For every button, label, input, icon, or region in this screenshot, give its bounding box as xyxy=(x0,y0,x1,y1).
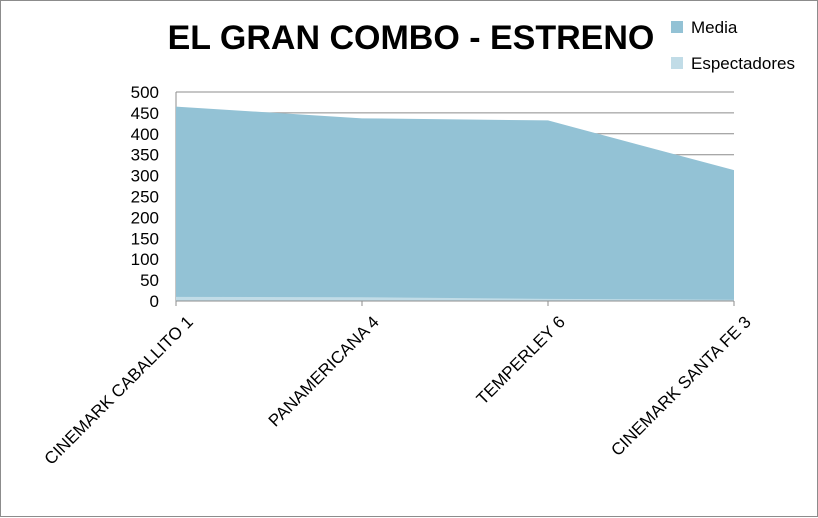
y-tick-label: 350 xyxy=(131,146,159,165)
y-tick-label: 450 xyxy=(131,104,159,123)
y-tick-label: 250 xyxy=(131,188,159,207)
y-tick-label: 150 xyxy=(131,229,159,248)
x-category-label: CINEMARK SANTA FE 3 xyxy=(607,312,754,459)
legend-label: Espectadores xyxy=(691,54,795,73)
y-tick-label: 400 xyxy=(131,125,159,144)
y-tick-label: 200 xyxy=(131,208,159,227)
y-tick-label: 100 xyxy=(131,250,159,269)
y-tick-label: 50 xyxy=(140,271,159,290)
legend-swatch xyxy=(671,57,683,69)
x-category-label: CINEMARK CABALLITO 1 xyxy=(41,312,197,468)
y-tick-label: 500 xyxy=(131,83,159,102)
area-series-media xyxy=(176,107,734,301)
y-tick-label: 300 xyxy=(131,167,159,186)
x-category-label: TEMPERLEY 6 xyxy=(473,312,569,408)
legend-label: Media xyxy=(691,18,738,37)
y-tick-label: 0 xyxy=(150,292,159,311)
legend-swatch xyxy=(671,21,683,33)
x-category-label: PANAMERICANA 4 xyxy=(265,312,383,430)
